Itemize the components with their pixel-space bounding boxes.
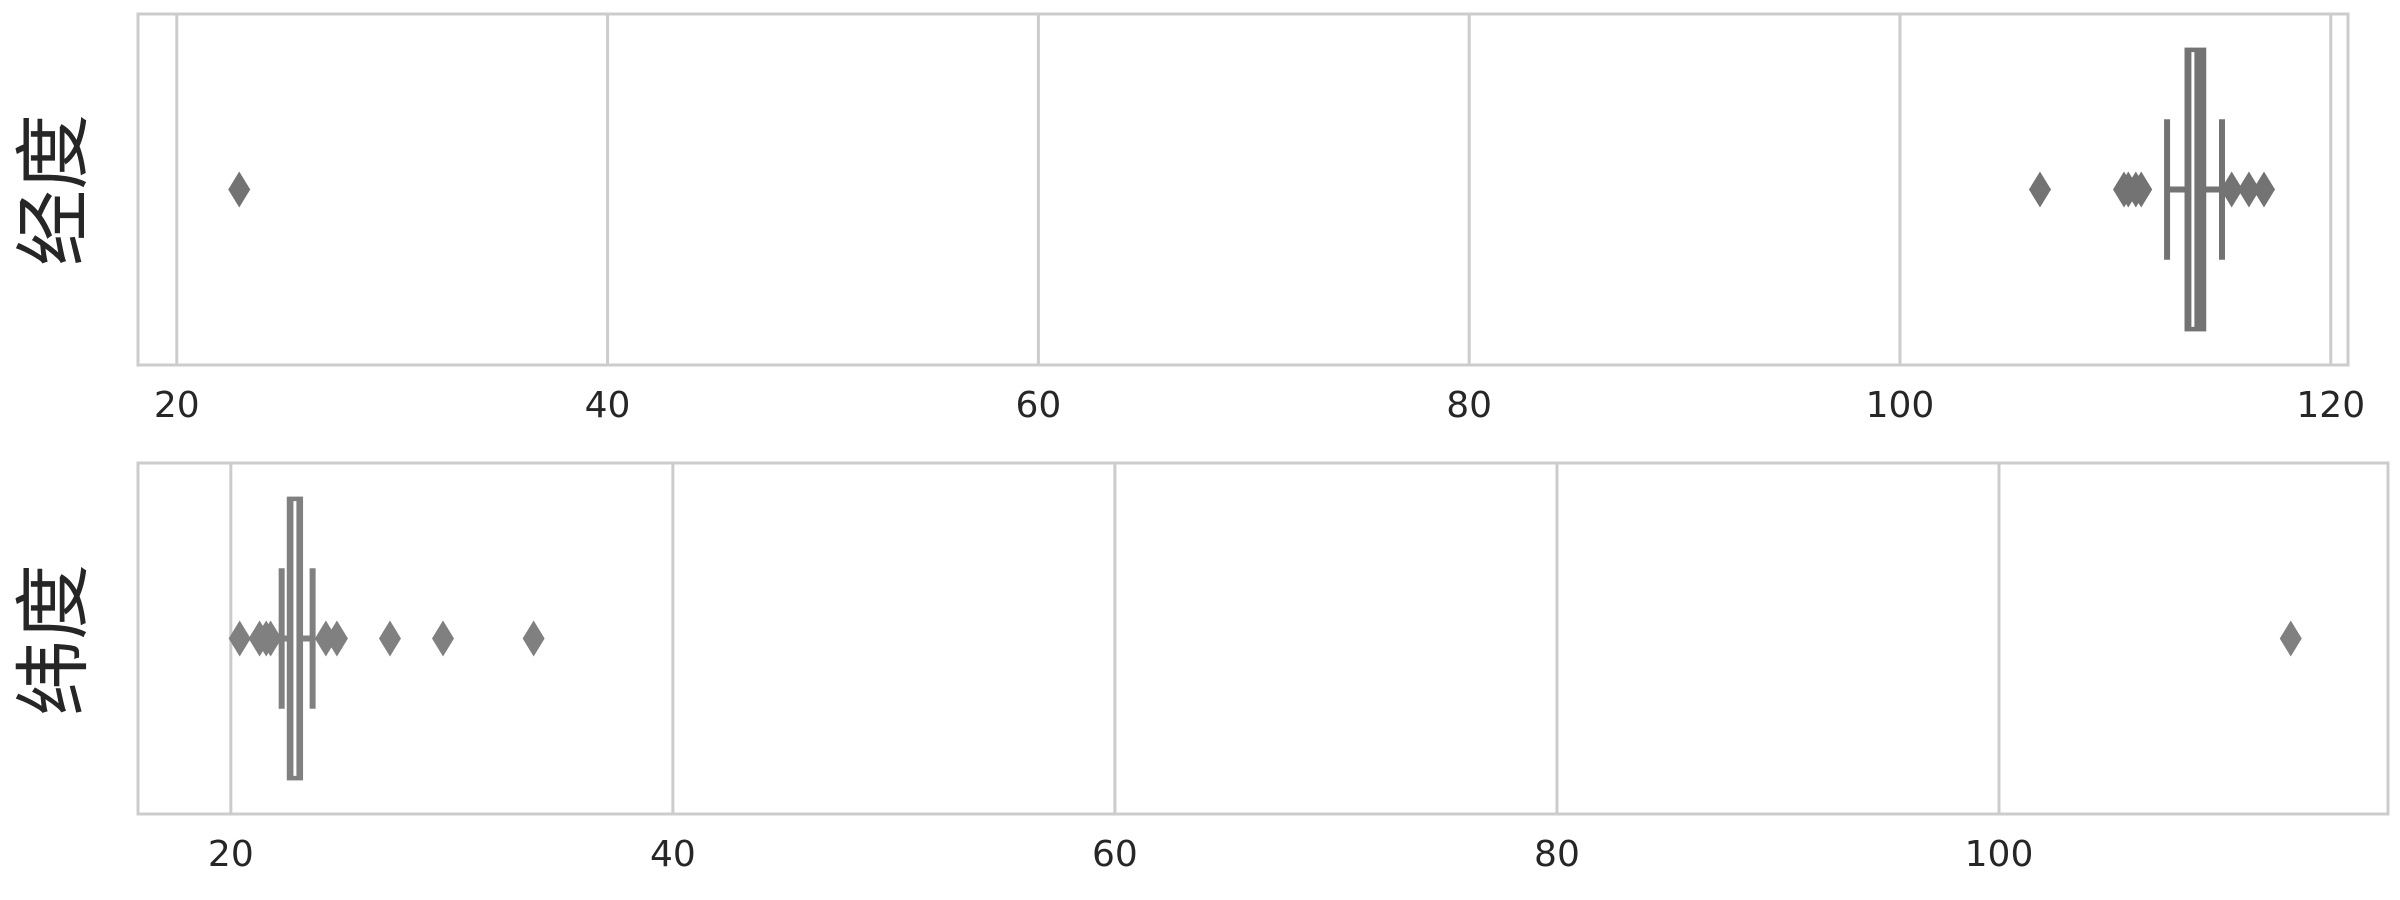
longitude-axis-label: 经度 (9, 114, 98, 266)
longitude-gridlines (175, 14, 2333, 365)
latitude-x-tick-label: 60 (1092, 834, 1138, 875)
longitude-x-tick-label: 20 (154, 385, 200, 426)
longitude-x-tick-label: 80 (1446, 385, 1492, 426)
longitude-outlier-point (2130, 171, 2153, 208)
longitude-outlier-point (2220, 171, 2243, 208)
latitude-axis-label: 纬度 (9, 564, 98, 716)
longitude-box (2184, 47, 2207, 332)
longitude-x-tick-label: 60 (1015, 385, 1061, 426)
latitude-x-tick-labels: 20 40 60 80 100 (208, 834, 2033, 875)
longitude-outliers (228, 171, 2275, 208)
longitude-x-tick-label: 120 (2296, 385, 2365, 426)
latitude-x-tick-label: 20 (208, 834, 254, 875)
latitude-boxplot-panel: 纬度 20 40 60 80 100 (9, 461, 2390, 875)
longitude-outlier-point (2028, 171, 2051, 208)
longitude-plot-frame (136, 12, 2350, 367)
latitude-outliers (228, 620, 2302, 657)
latitude-outlier-point (2279, 620, 2302, 657)
latitude-x-tick-label: 80 (1534, 834, 1580, 875)
latitude-x-tick-label: 40 (650, 834, 696, 875)
latitude-plot-frame (136, 461, 2390, 816)
longitude-outlier-point (2237, 171, 2260, 208)
latitude-gridlines (229, 463, 2001, 814)
longitude-x-tick-label: 40 (585, 385, 631, 426)
latitude-outlier-point (325, 620, 348, 657)
latitude-outlier-point (259, 620, 282, 657)
latitude-outlier-point (432, 620, 455, 657)
longitude-outlier-point (2252, 171, 2275, 208)
latitude-outlier-point (522, 620, 545, 657)
latitude-x-tick-label: 100 (1965, 834, 2034, 875)
longitude-box-elements (2164, 47, 2225, 332)
longitude-x-tick-labels: 20 40 60 80 100 120 (154, 385, 2365, 426)
longitude-x-tick-label: 100 (1866, 385, 1935, 426)
latitude-box-elements (278, 496, 316, 781)
latitude-outlier-point (228, 620, 251, 657)
latitude-outlier-point (378, 620, 401, 657)
longitude-outlier-point (228, 171, 251, 208)
latitude-outlier-point (314, 620, 337, 657)
longitude-boxplot-panel: 经度 20 40 60 80 100 120 (9, 12, 2365, 426)
